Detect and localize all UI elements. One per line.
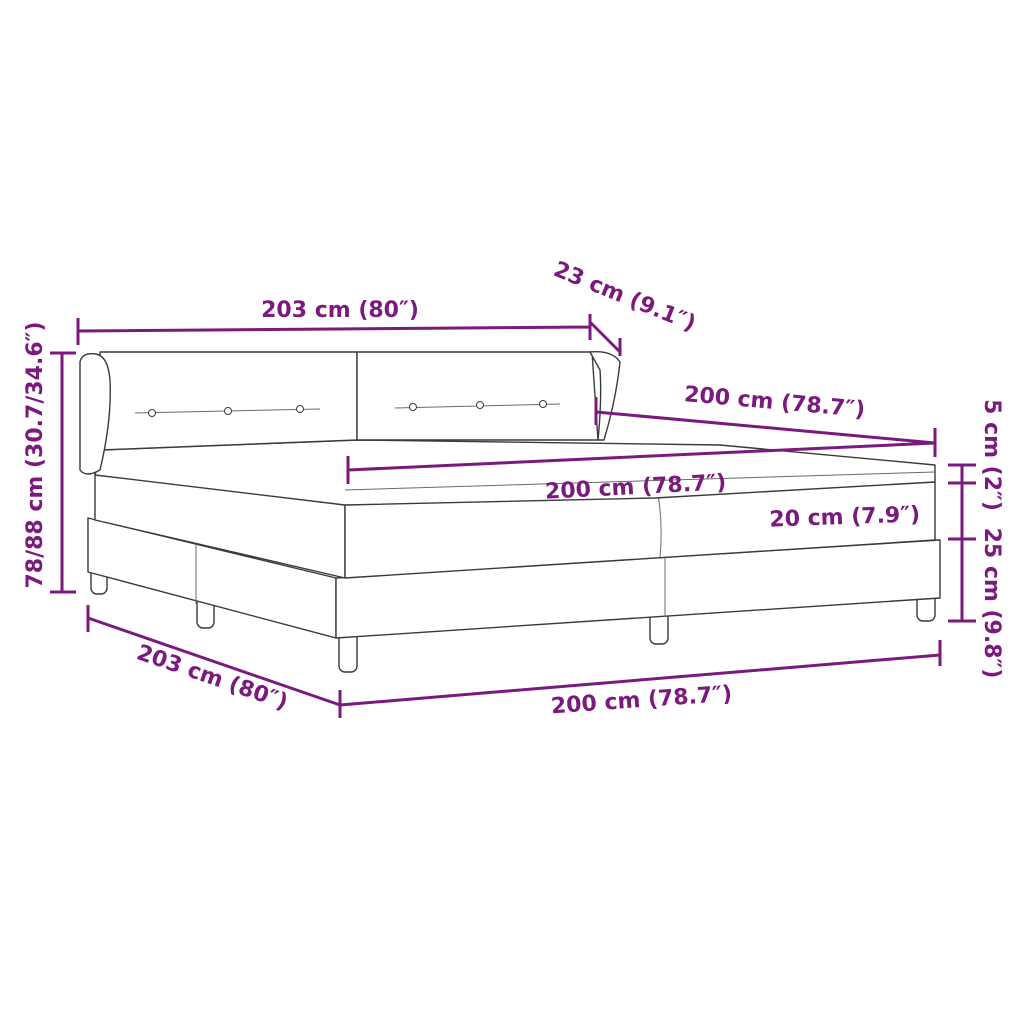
label-width-bottom: 200 cm (78.7″) xyxy=(550,682,733,720)
topper xyxy=(94,439,936,506)
label-length-bottom: 203 cm (80″) xyxy=(133,640,290,715)
dim-length-top xyxy=(594,397,937,457)
dim-width-bottom xyxy=(339,640,942,707)
headboard-left-wing xyxy=(79,352,111,475)
label-topper-height: 5 cm (2″) xyxy=(979,399,1004,511)
label-base-height: 25 cm (9.8″) xyxy=(979,528,1004,679)
dim-height-right xyxy=(948,463,976,623)
label-headboard-width: 203 cm (80″) xyxy=(261,298,419,323)
dimension-lines xyxy=(50,314,976,718)
headboard-left-panel xyxy=(99,351,358,451)
dim-headboard-depth xyxy=(588,320,622,356)
label-headboard-depth: 23 cm (9.1″) xyxy=(550,257,699,337)
label-length-top: 200 cm (78.7″) xyxy=(683,382,866,423)
bed-illustration xyxy=(79,351,941,673)
label-total-height: 78/88 cm (30.7/34.6″) xyxy=(23,321,48,588)
dim-total-height xyxy=(50,351,76,594)
dim-mattress-width xyxy=(346,441,936,484)
label-mattress-height: 20 cm (7.9″) xyxy=(769,502,921,532)
headboard-right-panel xyxy=(356,351,599,441)
dim-headboard-width xyxy=(76,314,592,345)
